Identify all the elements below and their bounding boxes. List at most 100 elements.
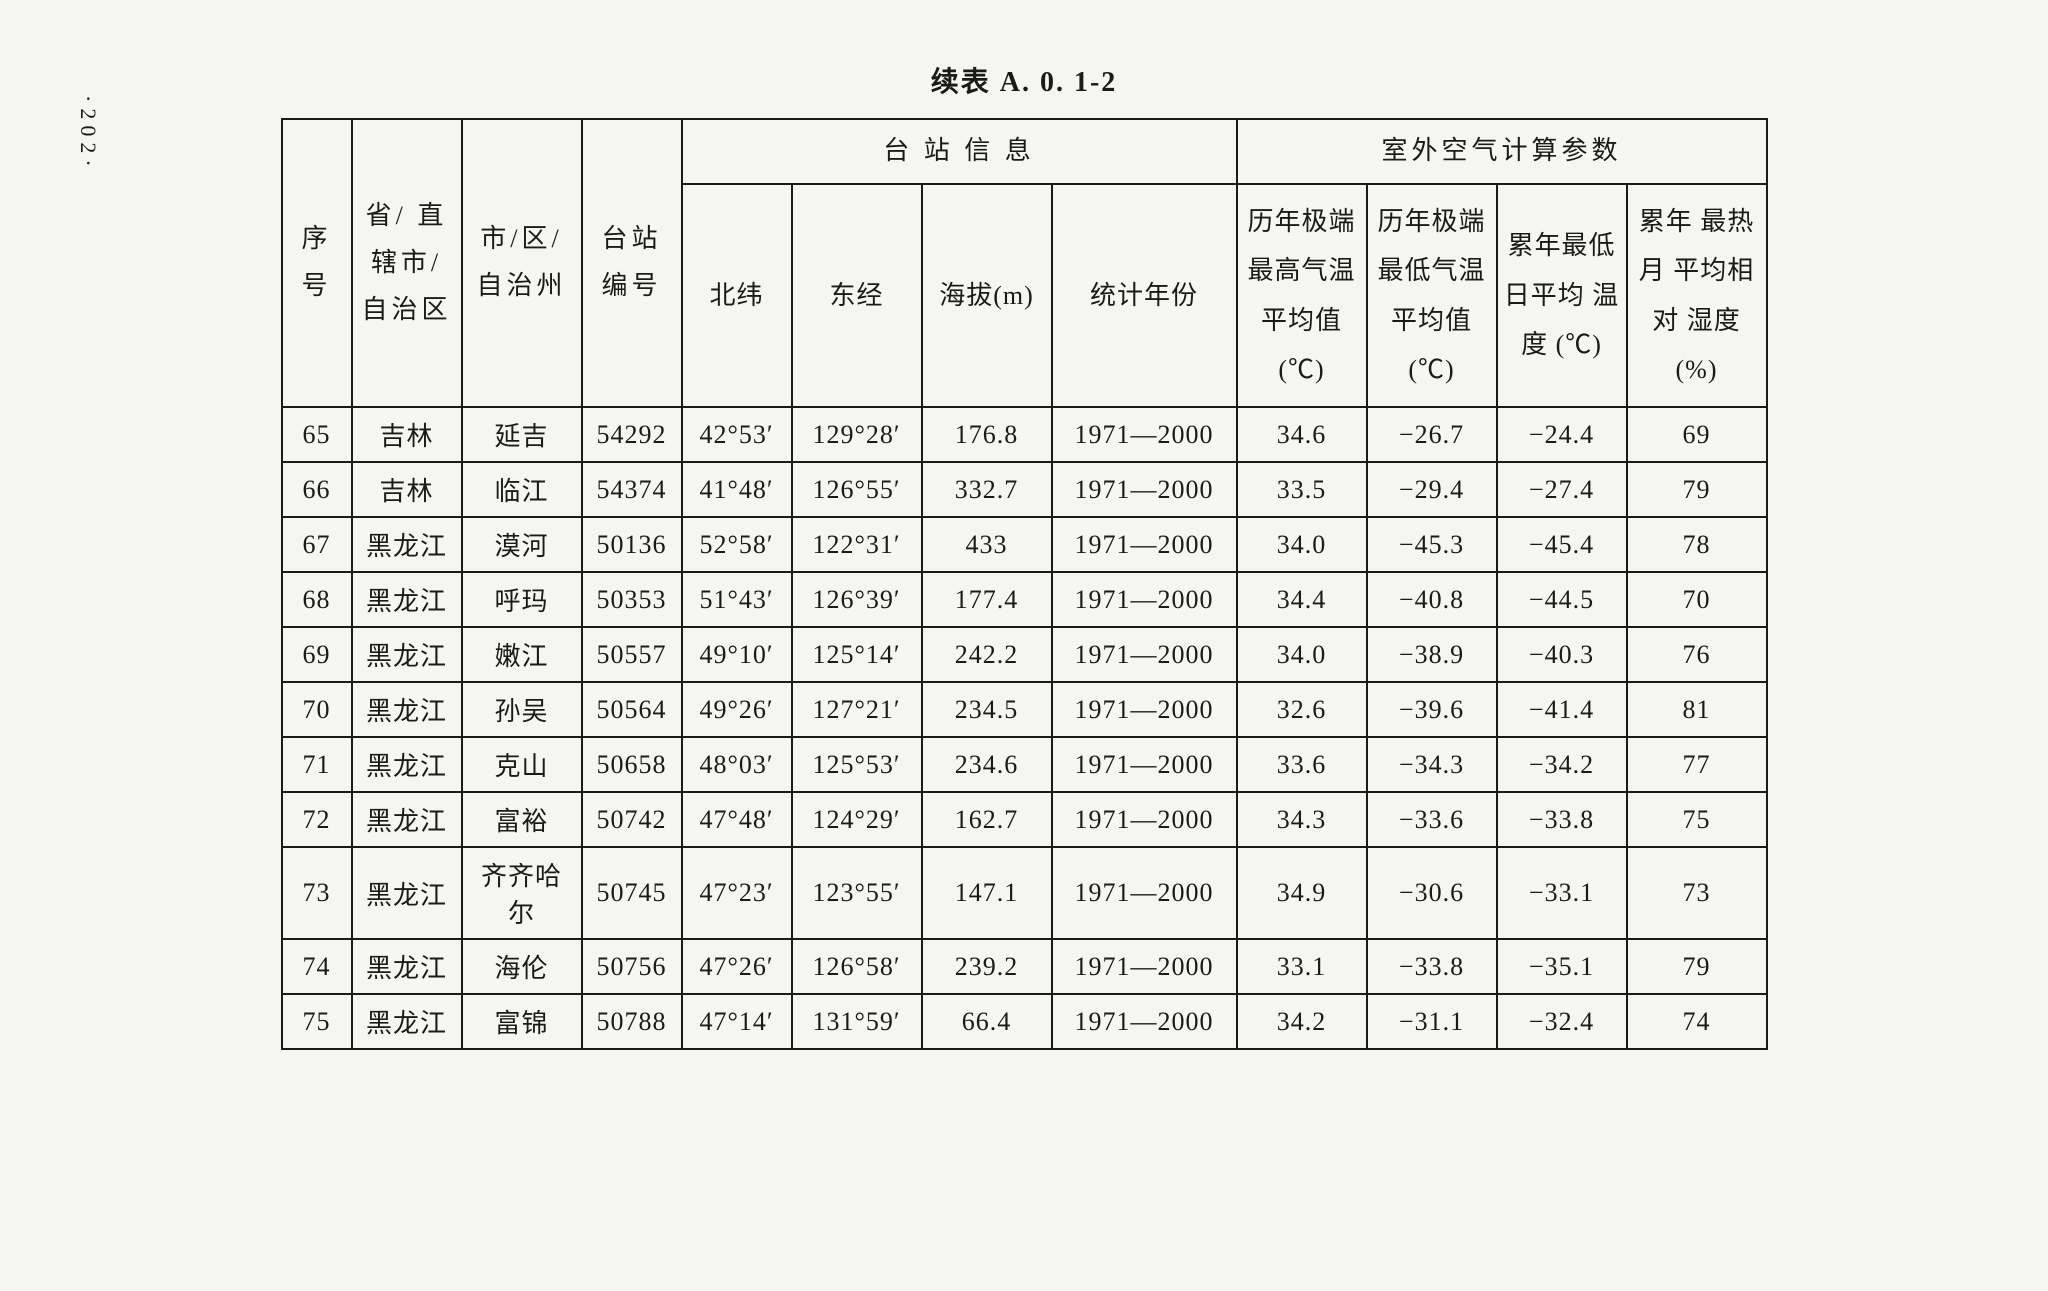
cell-city: 漠河 [462,517,582,572]
cell-station: 54292 [582,407,682,462]
cell-lat: 47°23′ [682,847,792,939]
cell-province: 吉林 [352,462,462,517]
col-header-humidity: 累年 最热月 平均相对 湿度(%) [1627,184,1767,408]
cell-province: 黑龙江 [352,572,462,627]
cell-city: 海伦 [462,939,582,994]
cell-humid: 79 [1627,462,1767,517]
cell-lat: 42°53′ [682,407,792,462]
cell-min: −26.7 [1367,407,1497,462]
cell-years: 1971—2000 [1052,737,1237,792]
cell-years: 1971—2000 [1052,939,1237,994]
table-title: 续表 A. 0. 1-2 [100,60,1948,100]
cell-station: 50745 [582,847,682,939]
table-row: 67黑龙江漠河5013652°58′122°31′4331971—200034.… [282,517,1767,572]
table-row: 74黑龙江海伦5075647°26′126°58′239.21971—20003… [282,939,1767,994]
cell-daily: −24.4 [1497,407,1627,462]
cell-station: 50742 [582,792,682,847]
climate-data-table: 序号 省/ 直辖市/ 自治区 市/区/ 自治州 台站 编号 台 站 信 息 室外… [281,118,1768,1050]
cell-years: 1971—2000 [1052,407,1237,462]
cell-max: 34.4 [1237,572,1367,627]
cell-lat: 47°14′ [682,994,792,1049]
cell-years: 1971—2000 [1052,994,1237,1049]
cell-lat: 47°26′ [682,939,792,994]
cell-seq: 69 [282,627,352,682]
col-header-years: 统计年份 [1052,184,1237,408]
cell-humid: 76 [1627,627,1767,682]
cell-lat: 49°26′ [682,682,792,737]
cell-years: 1971—2000 [1052,572,1237,627]
cell-seq: 71 [282,737,352,792]
cell-lon: 124°29′ [792,792,922,847]
col-group-air-params: 室外空气计算参数 [1237,119,1767,184]
cell-station: 50564 [582,682,682,737]
cell-seq: 75 [282,994,352,1049]
table-row: 75黑龙江富锦5078847°14′131°59′66.41971—200034… [282,994,1767,1049]
cell-seq: 73 [282,847,352,939]
cell-lon: 125°14′ [792,627,922,682]
cell-seq: 67 [282,517,352,572]
cell-humid: 78 [1627,517,1767,572]
cell-min: −29.4 [1367,462,1497,517]
table-body: 65吉林延吉5429242°53′129°28′176.81971—200034… [282,407,1767,1049]
cell-years: 1971—2000 [1052,517,1237,572]
cell-humid: 74 [1627,994,1767,1049]
cell-min: −38.9 [1367,627,1497,682]
cell-daily: −40.3 [1497,627,1627,682]
cell-daily: −33.8 [1497,792,1627,847]
cell-city: 延吉 [462,407,582,462]
table-row: 68黑龙江呼玛5035351°43′126°39′177.41971—20003… [282,572,1767,627]
cell-alt: 234.5 [922,682,1052,737]
cell-years: 1971—2000 [1052,462,1237,517]
cell-city: 孙吴 [462,682,582,737]
table-row: 72黑龙江富裕5074247°48′124°29′162.71971—20003… [282,792,1767,847]
cell-max: 34.0 [1237,517,1367,572]
cell-humid: 69 [1627,407,1767,462]
col-header-longitude: 东经 [792,184,922,408]
cell-min: −40.8 [1367,572,1497,627]
cell-max: 34.9 [1237,847,1367,939]
cell-max: 34.6 [1237,407,1367,462]
cell-seq: 65 [282,407,352,462]
col-header-altitude: 海拔(m) [922,184,1052,408]
cell-lon: 123°55′ [792,847,922,939]
cell-city: 克山 [462,737,582,792]
cell-humid: 81 [1627,682,1767,737]
cell-station: 50788 [582,994,682,1049]
cell-lon: 125°53′ [792,737,922,792]
table-row: 71黑龙江克山5065848°03′125°53′234.61971—20003… [282,737,1767,792]
cell-lon: 126°58′ [792,939,922,994]
cell-alt: 433 [922,517,1052,572]
cell-seq: 66 [282,462,352,517]
cell-city: 齐齐哈尔 [462,847,582,939]
cell-lat: 47°48′ [682,792,792,847]
cell-city: 富裕 [462,792,582,847]
cell-max: 33.1 [1237,939,1367,994]
cell-years: 1971—2000 [1052,792,1237,847]
cell-years: 1971—2000 [1052,847,1237,939]
cell-max: 33.5 [1237,462,1367,517]
cell-city: 临江 [462,462,582,517]
cell-lon: 126°39′ [792,572,922,627]
cell-alt: 162.7 [922,792,1052,847]
col-header-province: 省/ 直辖市/ 自治区 [352,119,462,407]
cell-min: −33.8 [1367,939,1497,994]
col-header-city: 市/区/ 自治州 [462,119,582,407]
cell-station: 50557 [582,627,682,682]
cell-lat: 52°58′ [682,517,792,572]
cell-humid: 75 [1627,792,1767,847]
cell-station: 50756 [582,939,682,994]
cell-lat: 41°48′ [682,462,792,517]
cell-seq: 72 [282,792,352,847]
cell-city: 嫩江 [462,627,582,682]
cell-daily: −33.1 [1497,847,1627,939]
cell-max: 33.6 [1237,737,1367,792]
cell-daily: −34.2 [1497,737,1627,792]
cell-min: −39.6 [1367,682,1497,737]
table-row: 66吉林临江5437441°48′126°55′332.71971—200033… [282,462,1767,517]
cell-lon: 129°28′ [792,407,922,462]
cell-seq: 74 [282,939,352,994]
cell-min: −30.6 [1367,847,1497,939]
col-header-station: 台站 编号 [582,119,682,407]
cell-province: 黑龙江 [352,517,462,572]
table-row: 69黑龙江嫩江5055749°10′125°14′242.21971—20003… [282,627,1767,682]
